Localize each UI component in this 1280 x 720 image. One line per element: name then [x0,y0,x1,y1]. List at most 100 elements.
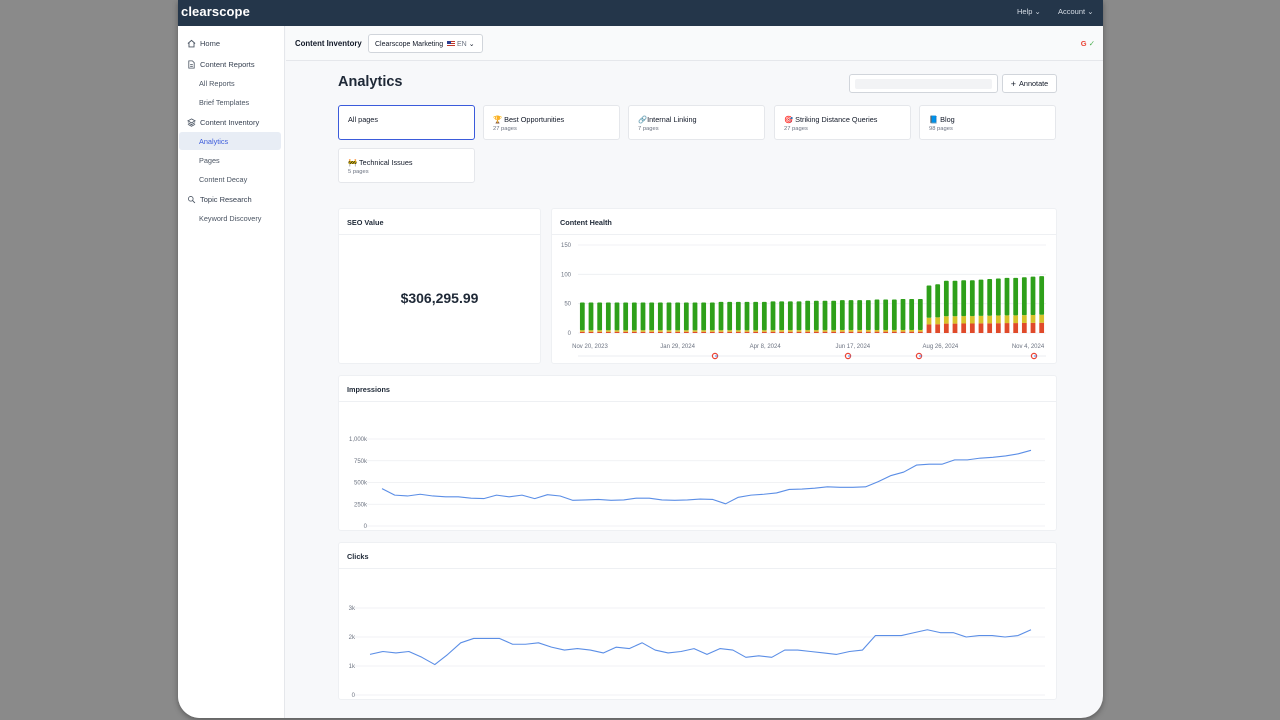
health-bar-good [640,302,646,331]
health-bar-good [666,302,672,331]
segment-name: 🏆 Best Opportunities [493,115,564,124]
sidebar-item-topic-research[interactable]: Topic Research [187,195,252,204]
health-bar-fair [770,330,776,332]
health-bar-good [1004,277,1010,316]
y-tick-label: 50 [564,302,571,308]
sidebar-item-content-inventory[interactable]: Content Inventory [187,118,259,127]
segment-name: 🔗Internal Linking [638,115,697,124]
y-tick-label: 100 [561,272,572,278]
health-bar-poor [822,331,828,333]
health-bar-poor [657,331,663,333]
health-bar-fair [961,316,967,324]
google-annotation-icon [711,352,719,360]
segment-label: Technical Issues [359,158,413,167]
y-tick-label: 500k [354,481,368,487]
sidebar-item-pages[interactable]: Pages [199,156,220,165]
annotate-button[interactable]: + Annotate [1002,74,1057,93]
sidebar-item-analytics[interactable]: Analytics [199,137,229,146]
health-bar-good [943,280,949,317]
health-bar-fair [891,329,897,332]
panel-title: Impressions [347,385,390,394]
segment-card-technical-issues[interactable]: 🚧 Technical Issues 5 pages [338,148,475,183]
sidebar-item-brief-templates[interactable]: Brief Templates [199,98,250,107]
health-bar-good [770,301,776,331]
date-range-input[interactable] [849,74,998,93]
health-bar-poor [727,331,733,333]
health-bar-fair [805,330,811,332]
x-tick-label: Aug 26, 2024 [923,344,959,350]
divider [552,234,1056,235]
impressions-chart: 1,000k750k500k250k0Nov 20, 2023Nov 18, 2… [349,437,1045,530]
health-bar-good [675,302,681,331]
y-tick-label: 750k [354,459,368,465]
segment-count: 7 pages [638,126,659,132]
health-bar-good [787,301,793,331]
health-bar-fair [605,330,611,332]
health-bar-poor [917,331,923,333]
segment-count: 98 pages [929,126,953,132]
health-bar-fair [917,329,923,332]
health-bar-poor [744,331,750,333]
segment-card-all-pages[interactable]: All pages [338,105,475,140]
health-bar-good [883,299,889,330]
health-bar-fair [900,329,906,332]
health-bar-fair [727,330,733,332]
content-health-chart: 150 100 50 0 Nov 20, 2023 Jan 29, 2024 Apr 8, … [561,243,1046,360]
seo-value-amount: $306,295.99 [400,290,479,306]
health-bar-good [822,300,828,331]
health-bar-poor [926,324,932,333]
health-bar-poor [709,331,715,333]
y-tick-label: 2k [349,635,356,641]
sidebar-item-content-decay[interactable]: Content Decay [199,175,248,184]
health-bar-poor [753,331,759,333]
divider [339,568,1056,569]
project-select[interactable]: Clearscope Marketing EN ⌄ [368,34,483,53]
book-icon: 📘 [929,115,939,124]
health-bar-poor [735,331,741,333]
health-bar-fair [657,330,663,332]
health-bar-fair [839,330,845,332]
health-bar-good [995,278,1001,316]
health-bar-poor [1004,323,1010,333]
health-bar-poor [1039,322,1045,333]
help-menu[interactable]: Help ⌄ [1017,7,1041,16]
divider [339,234,540,235]
google-connection-status[interactable]: G ✓ [1081,39,1095,48]
segment-card-internal-linking[interactable]: 🔗Internal Linking 7 pages [628,105,765,140]
health-bar-fair [978,315,984,324]
sidebar-item-keyword-discovery[interactable]: Keyword Discovery [199,214,262,223]
health-bar-poor [597,331,603,333]
segment-card-striking-distance[interactable]: 🎯 Striking Distance Queries 27 pages [774,105,911,140]
health-bar-good [1013,277,1019,316]
health-bar-fair [709,330,715,332]
series-line [369,629,1032,666]
plus-icon: + [1010,78,1017,89]
y-tick-label: 3k [349,606,356,612]
health-bar-poor [588,331,594,333]
health-bar-poor [631,331,637,333]
health-bar-poor [831,331,837,333]
health-bar-good [761,301,767,331]
sidebar-item-content-reports[interactable]: Content Reports [187,60,255,69]
health-bar-fair [995,315,1001,324]
segment-card-blog[interactable]: 📘 Blog 98 pages [919,105,1056,140]
panel-title: Content Health [560,218,612,227]
health-bar-poor [969,323,975,333]
sidebar-item-home[interactable]: Home [187,39,220,48]
segment-card-best-opportunities[interactable]: 🏆 Best Opportunities 27 pages [483,105,620,140]
health-bar-poor [874,331,880,333]
segment-count: 27 pages [493,126,517,132]
health-bar-fair [822,330,828,332]
health-bar-good [926,285,932,318]
layers-icon [187,118,196,127]
health-bar-fair [935,317,941,325]
logo[interactable]: clearscope [181,4,250,19]
y-tick-label: 0 [364,524,368,530]
sub-header: Content Inventory Clearscope Marketing E… [286,26,1103,61]
health-bar-fair [779,330,785,332]
google-annotation-icon [915,352,923,360]
health-bar-good [909,298,915,330]
health-bar-fair [874,329,880,332]
account-menu[interactable]: Account ⌄ [1058,7,1094,16]
sidebar-item-all-reports[interactable]: All Reports [199,79,235,88]
